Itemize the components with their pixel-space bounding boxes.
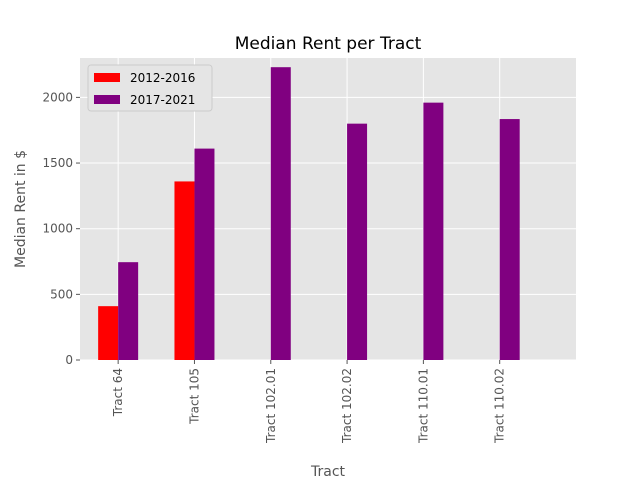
y-tick-label: 2000 bbox=[42, 90, 73, 104]
legend-swatch bbox=[94, 95, 120, 104]
y-axis: 0 500 1000 1500 2000 bbox=[42, 90, 80, 367]
y-axis-label: Median Rent in $ bbox=[13, 150, 29, 268]
legend-swatch bbox=[94, 73, 120, 82]
chart-title: Median Rent per Tract bbox=[235, 34, 422, 54]
y-tick-label: 500 bbox=[50, 287, 73, 301]
legend-label: 2017-2021 bbox=[130, 93, 195, 107]
x-tick-label: Tract 105 bbox=[187, 368, 201, 425]
x-tick-label: Tract 102.02 bbox=[340, 368, 354, 444]
bar bbox=[347, 123, 368, 360]
y-tick-label: 0 bbox=[65, 353, 73, 367]
x-tick-label: Tract 102.01 bbox=[264, 368, 278, 444]
bar bbox=[118, 262, 139, 360]
bar bbox=[423, 102, 444, 360]
bars bbox=[98, 67, 520, 360]
x-axis-label: Tract bbox=[310, 464, 346, 480]
x-tick-label: Tract 110.02 bbox=[493, 368, 507, 444]
bar bbox=[98, 306, 119, 360]
legend-label: 2012-2016 bbox=[130, 71, 195, 85]
y-tick-label: 1000 bbox=[42, 222, 73, 236]
bar bbox=[499, 119, 520, 360]
bar bbox=[270, 67, 291, 360]
x-axis: Tract 64 Tract 105 Tract 102.01 Tract 102.0… bbox=[111, 360, 507, 444]
legend: 2012-2016 2017-2021 bbox=[87, 64, 213, 112]
bar bbox=[174, 181, 195, 360]
x-tick-label: Tract 64 bbox=[111, 368, 125, 417]
bar bbox=[194, 148, 215, 360]
x-tick-label: Tract 110.01 bbox=[416, 368, 430, 444]
y-tick-label: 1500 bbox=[42, 156, 73, 170]
